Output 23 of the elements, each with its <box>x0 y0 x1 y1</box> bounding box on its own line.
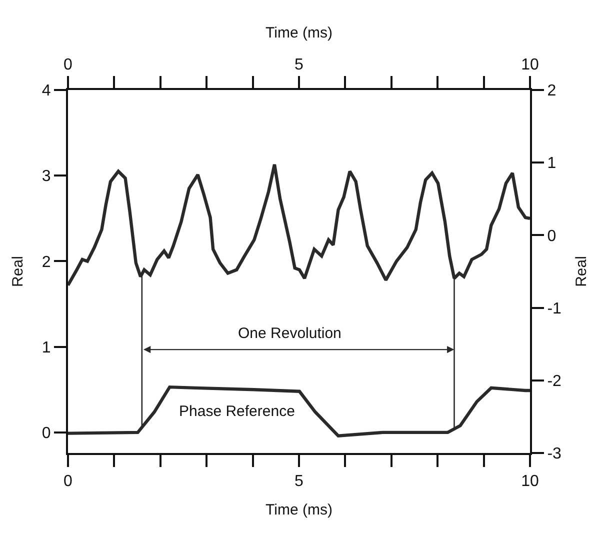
y2-tick-label: 2 <box>547 82 556 100</box>
x-tick-label: 0 <box>64 56 73 74</box>
y-axis-title: Real <box>10 256 27 287</box>
x-axis-title: Time (ms) <box>266 502 332 519</box>
x-tick-label: 5 <box>294 56 304 74</box>
annotation: Phase Reference <box>179 403 295 420</box>
y2-axis-title: Real <box>573 256 590 287</box>
y2-tick-label: -3 <box>547 446 562 463</box>
y-tick-label: 0 <box>42 425 51 442</box>
y2-tick-label: -2 <box>547 373 562 390</box>
annotation: One Revolution <box>238 325 342 342</box>
y-tick-label: 3 <box>42 168 51 186</box>
y-tick-label: 4 <box>42 82 51 100</box>
x2-tick-label: 5 <box>294 473 304 490</box>
y-tick-label: 2 <box>42 254 51 271</box>
y-tick-label: 1 <box>42 339 51 356</box>
y2-tick-label: 1 <box>547 155 556 172</box>
x2-tick-label: 0 <box>64 473 73 490</box>
y2-tick-label: 0 <box>547 228 556 245</box>
y2-tick-label: -1 <box>547 300 562 318</box>
x2-axis-title: Time (ms) <box>266 24 332 42</box>
x-tick-label: 10 <box>521 56 539 74</box>
x2-tick-label: 10 <box>521 473 539 490</box>
